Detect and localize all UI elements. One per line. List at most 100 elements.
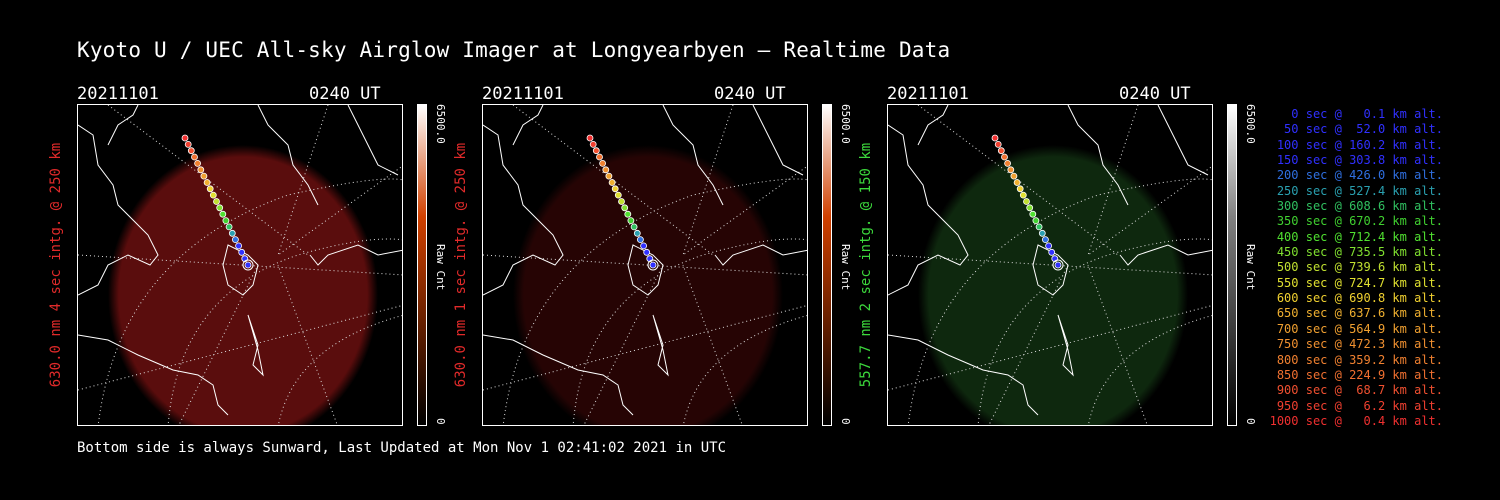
trajectory-point (614, 191, 622, 199)
trajectory-point (1023, 198, 1030, 205)
trajectory-point (627, 217, 635, 224)
trajectory-point (184, 141, 192, 148)
coastline (888, 105, 1212, 416)
trajectory-legend: 0 sec @ 0.1 km alt. 50 sec @ 52.0 km alt.… (1262, 107, 1462, 429)
legend-entry: 850 sec @ 224.9 km alt. (1276, 367, 1443, 382)
legend-entry: 600 sec @ 690.8 km alt. (1276, 291, 1443, 306)
legend-entry: 550 sec @ 724.7 km alt. (1276, 275, 1443, 290)
trajectory-point (618, 198, 625, 205)
rocket-trajectory (181, 134, 254, 271)
trajectory-point (608, 179, 616, 186)
airglow-field (108, 145, 378, 425)
trajectory-point (1004, 160, 1011, 167)
trajectory-point (592, 147, 600, 155)
colorbar-labels: 6500.0 Raw Cnt 0 (1239, 104, 1261, 426)
legend-entry: 150 sec @ 303.8 km alt. (1276, 153, 1443, 168)
legend-entry: 100 sec @ 160.2 km alt. (1276, 137, 1443, 152)
trajectory-point (586, 134, 594, 142)
trajectory-point (1019, 191, 1027, 199)
airglow-panel-2: 20211101 0240 UT 630.0 nm 1 sec intg. @ 25… (453, 84, 912, 434)
trajectory-point (611, 185, 619, 193)
trajectory-point (206, 185, 214, 193)
trajectory-point (621, 204, 629, 212)
legend-entry: 50 sec @ 52.0 km alt. (1284, 122, 1443, 137)
colorbar-max: 6500.0 (1244, 104, 1257, 144)
legend-entry: 800 sec @ 359.2 km alt. (1276, 352, 1443, 367)
trajectory-point (209, 191, 217, 199)
airglow-field (513, 145, 783, 425)
legend-entry: 200 sec @ 426.0 km alt. (1276, 168, 1443, 183)
airglow-panel-1: 20211101 0240 UT 630.0 nm 4 sec intg. @ 25… (48, 84, 507, 434)
panel-time: 0240 UT (714, 84, 786, 104)
legend-entry: 500 sec @ 739.6 km alt. (1276, 260, 1443, 275)
legend-entry: 650 sec @ 637.6 km alt. (1276, 306, 1443, 321)
trajectory-point (200, 172, 208, 180)
panel-date: 20211101 (482, 84, 564, 104)
airglow-panel-3: 20211101 0240 UT 557.7 nm 2 sec intg. @ 15… (858, 84, 1317, 434)
coastline (78, 105, 402, 416)
legend-entry: 350 sec @ 670.2 km alt. (1276, 214, 1443, 229)
legend-entry: 450 sec @ 735.5 km alt. (1276, 245, 1443, 260)
panel-date: 20211101 (887, 84, 969, 104)
panel-wavelength-label: 630.0 nm 4 sec intg. @ 250 km (48, 142, 64, 388)
trajectory-point (1029, 210, 1037, 218)
trajectory-point (991, 134, 999, 142)
trajectory-point (1010, 172, 1018, 180)
trajectory-point (636, 236, 644, 244)
panel-time: 0240 UT (309, 84, 381, 104)
status-footer: Bottom side is always Sunward, Last Upda… (77, 440, 727, 456)
trajectory-point (1041, 236, 1049, 244)
trajectory-point (244, 261, 252, 269)
coastline (483, 105, 807, 416)
trajectory-point (599, 160, 606, 167)
trajectory-point (181, 134, 189, 142)
legend-entry: 300 sec @ 608.6 km alt. (1276, 199, 1443, 214)
panel-time: 0240 UT (1119, 84, 1191, 104)
trajectory-point (643, 248, 651, 256)
panel-wavelength-label: 557.7 nm 2 sec intg. @ 150 km (858, 142, 874, 388)
trajectory-point (197, 166, 205, 174)
trajectory-point (649, 261, 657, 269)
trajectory-point (225, 223, 233, 231)
trajectory-point (589, 141, 597, 148)
trajectory-point (194, 160, 201, 167)
trajectory-point (1038, 229, 1046, 237)
allsky-image (482, 104, 808, 426)
trajectory-point (1007, 166, 1015, 174)
trajectory-point (1016, 185, 1024, 193)
trajectory-point (1045, 242, 1053, 250)
trajectory-point (191, 153, 198, 161)
allsky-map-svg (483, 105, 807, 425)
trajectory-point (187, 147, 195, 155)
legend-entry: 1000 sec @ 0.4 km alt. (1269, 413, 1443, 428)
allsky-map-svg (78, 105, 402, 425)
trajectory-point (235, 242, 243, 250)
trajectory-point (1035, 223, 1043, 231)
trajectory-point (1032, 217, 1040, 224)
trajectory-point (1001, 153, 1008, 161)
trajectory-point (997, 147, 1005, 155)
trajectory-point (231, 236, 239, 244)
trajectory-point (1054, 261, 1062, 269)
allsky-image (77, 104, 403, 426)
trajectory-point (203, 179, 211, 186)
colorbar (1227, 104, 1237, 426)
legend-entry: 400 sec @ 712.4 km alt. (1276, 229, 1443, 244)
trajectory-point (630, 223, 638, 231)
trajectory-point (596, 153, 603, 161)
legend-entry: 900 sec @ 68.7 km alt. (1276, 383, 1443, 398)
trajectory-point (640, 242, 648, 250)
rocket-trajectory (991, 134, 1064, 271)
trajectory-point (1013, 179, 1021, 186)
trajectory-point (633, 229, 641, 237)
page-title: Kyoto U / UEC All-sky Airglow Imager at … (77, 38, 951, 62)
legend-entry: 0 sec @ 0.1 km alt. (1291, 107, 1443, 121)
colorbar (417, 104, 427, 426)
allsky-image (887, 104, 1213, 426)
trajectory-point (1026, 204, 1034, 212)
rocket-trajectory (586, 134, 659, 271)
trajectory-point (219, 210, 227, 218)
trajectory-point (222, 217, 230, 224)
trajectory-point (238, 248, 246, 256)
legend-entry: 750 sec @ 472.3 km alt. (1276, 337, 1443, 352)
